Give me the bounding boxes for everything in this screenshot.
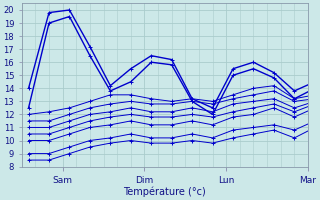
X-axis label: Température (°c): Température (°c)	[124, 186, 206, 197]
